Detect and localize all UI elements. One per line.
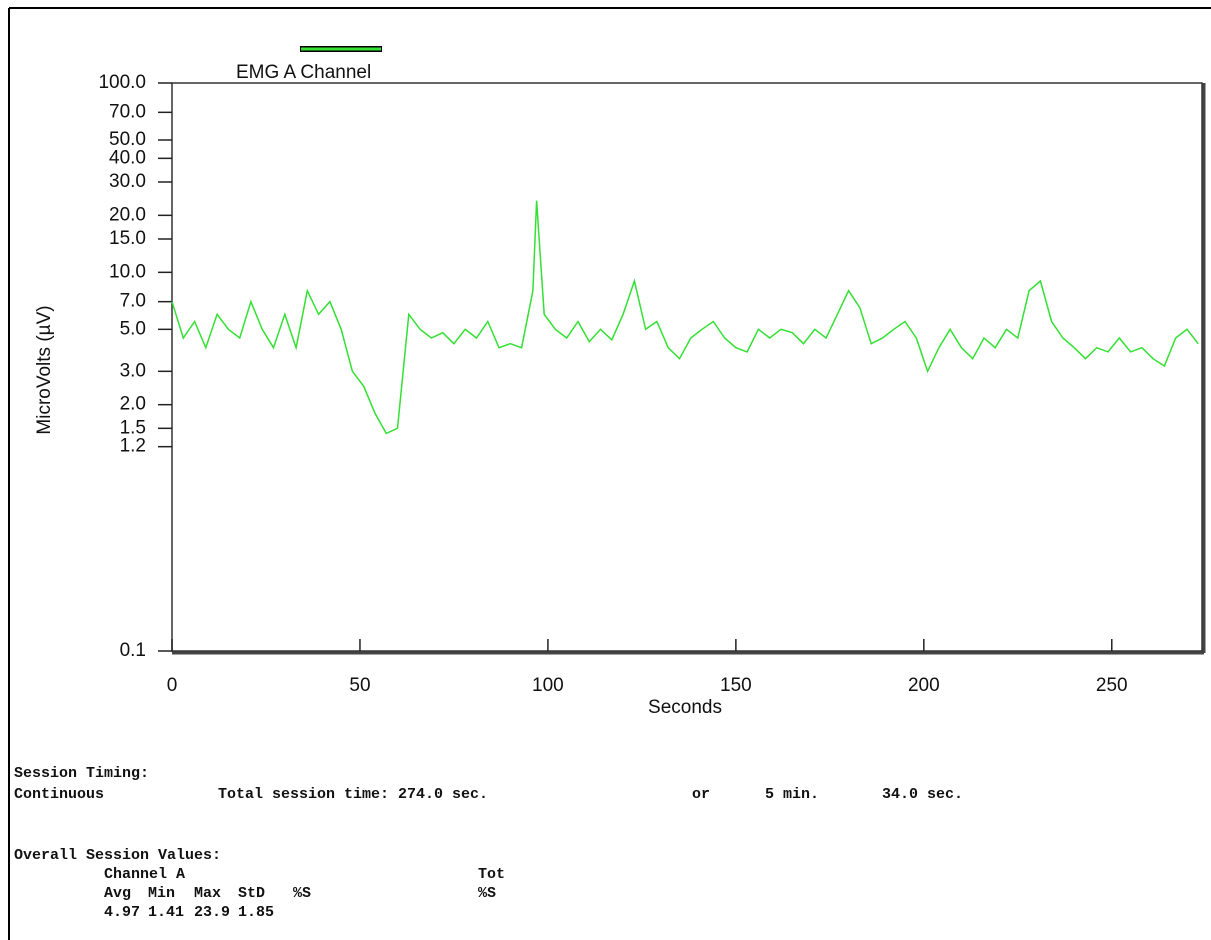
y-tick-label: 70.0	[109, 101, 146, 122]
y-tick-label: 7.0	[120, 291, 146, 312]
x-tick-label: 100	[532, 675, 564, 696]
y-tick-label: 1.2	[120, 436, 146, 457]
table-cell: 1.41	[148, 904, 184, 921]
report-heading: Session Timing:	[14, 765, 149, 782]
table-header: Max	[194, 885, 221, 902]
legend-label: EMG A Channel	[236, 62, 371, 83]
x-tick-label: 250	[1096, 675, 1128, 696]
table-header: Avg	[104, 885, 131, 902]
y-tick-label: 15.0	[109, 228, 146, 249]
report: Session Timing: Continuous Total session…	[14, 765, 963, 902]
y-tick-label: 10.0	[109, 261, 146, 282]
table-header: %S	[293, 885, 311, 902]
x-axis-label: Seconds	[648, 697, 722, 718]
y-tick-label: 3.0	[120, 360, 146, 381]
report-text: Continuous	[14, 786, 104, 803]
report-text: 34.0 sec.	[882, 786, 963, 803]
y-tick-label: 2.0	[120, 394, 146, 415]
x-tick-label: 200	[908, 675, 940, 696]
plot-frame	[171, 82, 1203, 652]
table-cell: 23.9	[194, 904, 230, 921]
y-tick-label: 5.0	[120, 318, 146, 339]
x-tick-label: 150	[720, 675, 752, 696]
y-tick-label: 1.5	[120, 417, 146, 438]
report-text: Tot	[478, 866, 505, 883]
data-line	[171, 200, 1199, 435]
report-text: Total session time: 274.0 sec.	[218, 786, 488, 803]
y-axis-label: MicroVolts (µV)	[34, 305, 55, 434]
y-tick-label: 100.0	[98, 72, 146, 93]
report-text: 5 min.	[765, 786, 819, 803]
y-tick-label: 0.1	[120, 640, 146, 661]
report-text: %S	[478, 885, 496, 902]
table-cell: 1.85	[238, 904, 274, 921]
table-header: Min	[148, 885, 175, 902]
y-tick-label: 30.0	[109, 171, 146, 192]
report-text: Channel A	[104, 866, 185, 883]
y-tick-label: 50.0	[109, 129, 146, 150]
y-tick-label: 20.0	[109, 204, 146, 225]
y-tick-label: 40.0	[109, 147, 146, 168]
x-tick-label: 0	[167, 675, 178, 696]
report-heading: Overall Session Values:	[14, 847, 221, 864]
table-cell: 4.97	[104, 904, 140, 921]
x-tick-label: 50	[349, 675, 370, 696]
report-text: or	[692, 786, 710, 803]
table-header: StD	[238, 885, 265, 902]
